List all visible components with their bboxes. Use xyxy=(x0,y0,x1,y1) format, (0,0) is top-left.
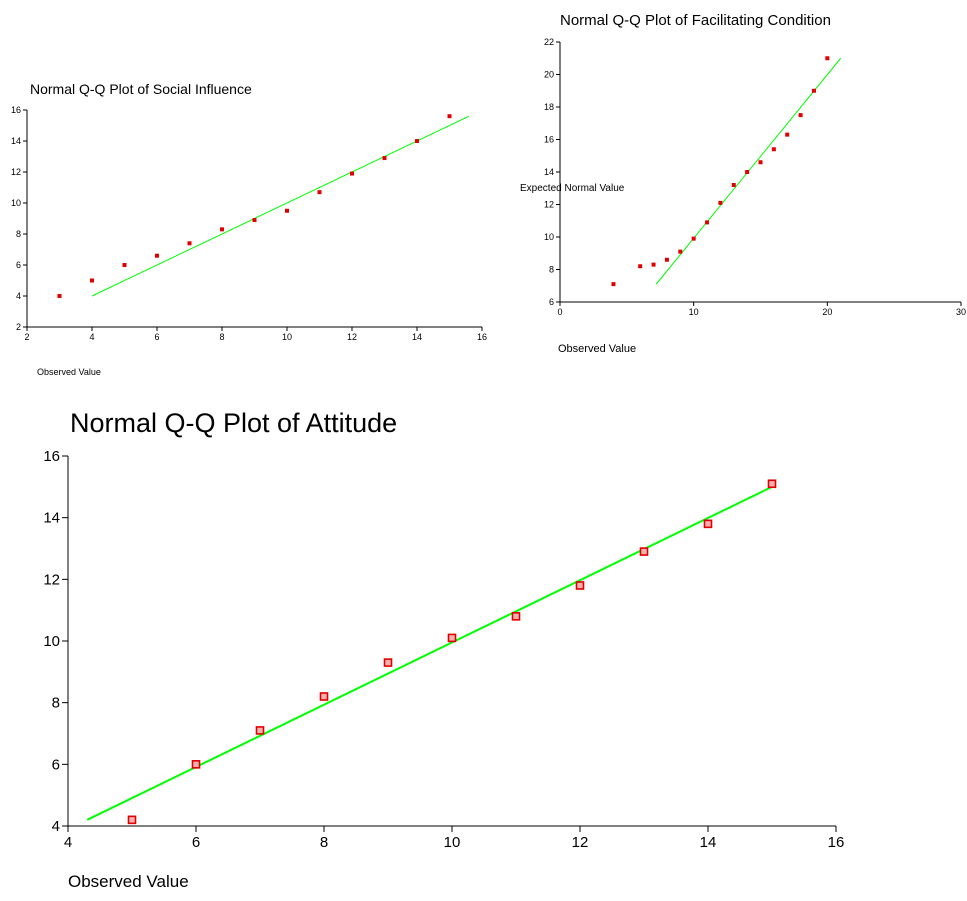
attitude-data-point xyxy=(191,760,201,769)
facilitating-y-tick-label: 14 xyxy=(544,167,554,177)
social-chart-title: Normal Q-Q Plot of Social Influence xyxy=(30,81,252,97)
social-x-axis-label: Observed Value xyxy=(37,367,101,377)
facilitating-y-axis-label: Expected Normal Value xyxy=(520,183,625,194)
attitude-x-tick-label: 8 xyxy=(320,834,328,851)
facilitating-data-point xyxy=(731,183,736,187)
social-data-point xyxy=(187,241,192,246)
attitude-data-point xyxy=(639,547,649,556)
social-data-point xyxy=(57,294,62,298)
attitude-y-tick-label: 12 xyxy=(43,571,60,588)
social-influence-chart: Normal Q-Q Plot of Social Influence Obse… xyxy=(11,81,487,377)
facilitating-data-point xyxy=(705,220,710,225)
attitude-data-point xyxy=(767,479,777,489)
attitude-data-point xyxy=(703,519,713,529)
facilitating-data-point xyxy=(611,282,616,287)
social-data-point xyxy=(122,263,127,267)
social-y-tick-label: 16 xyxy=(11,105,21,115)
attitude-chart-title: Normal Q-Q Plot of Attitude xyxy=(70,408,397,438)
facilitating-data-point xyxy=(718,200,723,205)
attitude-data-point xyxy=(447,633,457,643)
facilitating-y-tick-label: 6 xyxy=(549,297,554,307)
facilitating-data-point xyxy=(798,113,803,118)
facilitating-x-tick-label: 10 xyxy=(689,307,699,317)
facilitating-data-point xyxy=(785,132,790,137)
social-y-tick-label: 14 xyxy=(11,136,21,146)
facilitating-data-point xyxy=(825,56,830,61)
attitude-data-point xyxy=(255,726,265,735)
attitude-data-point xyxy=(383,658,393,667)
attitude-y-tick-label: 16 xyxy=(43,448,60,465)
attitude-x-tick-label: 4 xyxy=(64,834,72,851)
social-data-point xyxy=(285,208,289,213)
facilitating-data-point xyxy=(758,160,763,165)
attitude-x-tick-label: 12 xyxy=(572,834,589,851)
social-data-point xyxy=(415,139,419,143)
social-data-point xyxy=(350,171,354,176)
facilitating-y-tick-label: 18 xyxy=(544,102,554,112)
attitude-chart: Normal Q-Q Plot of Attitude Observed Val… xyxy=(43,408,844,891)
attitude-y-tick-label: 10 xyxy=(43,633,60,650)
facilitating-y-tick-label: 12 xyxy=(544,200,554,210)
facilitating-data-point xyxy=(638,264,643,269)
social-x-tick-label: 6 xyxy=(154,332,159,342)
social-y-tick-label: 10 xyxy=(11,198,21,208)
attitude-plot-area: 4 6 8 10 12 14 16 4 6 8 10 12 14 16 xyxy=(43,448,844,851)
attitude-x-tick-label: 10 xyxy=(444,834,461,851)
facilitating-x-tick-label: 30 xyxy=(956,307,966,317)
social-plot-area: 2 4 6 8 10 12 14 16 2 4 6 8 10 12 14 16 xyxy=(11,105,487,342)
social-data-point xyxy=(382,156,387,161)
facilitating-data-point xyxy=(651,262,656,267)
social-y-tick-label: 8 xyxy=(16,229,21,239)
attitude-y-tick-label: 6 xyxy=(52,756,60,773)
facilitating-y-tick-label: 16 xyxy=(544,135,554,145)
social-x-tick-label: 16 xyxy=(477,332,487,342)
attitude-y-tick-label: 4 xyxy=(52,818,60,835)
social-x-tick-label: 10 xyxy=(282,332,292,342)
facilitating-x-axis-label: Observed Value xyxy=(558,343,636,355)
social-data-point xyxy=(252,218,257,223)
social-y-tick-label: 6 xyxy=(16,260,21,270)
social-y-tick-label: 2 xyxy=(16,322,21,332)
facilitating-data-point xyxy=(771,147,776,152)
attitude-reference-line xyxy=(86,485,773,821)
social-data-point xyxy=(155,253,159,258)
facilitating-plot-area: 0 10 20 30 6 8 10 12 14 16 18 20 22 xyxy=(544,37,966,317)
social-x-tick-label: 14 xyxy=(412,332,422,342)
attitude-data-point xyxy=(575,581,585,590)
facilitating-data-point xyxy=(745,170,750,174)
facilitating-y-tick-label: 10 xyxy=(544,232,554,242)
social-x-tick-label: 12 xyxy=(347,332,357,342)
facilitating-data-point xyxy=(664,257,669,262)
facilitating-y-tick-label: 22 xyxy=(544,37,554,47)
attitude-y-tick-label: 8 xyxy=(52,695,60,712)
social-data-point xyxy=(317,190,322,195)
social-data-point xyxy=(220,227,224,232)
social-x-tick-label: 8 xyxy=(219,332,224,342)
attitude-x-tick-label: 16 xyxy=(828,834,845,851)
facilitating-data-point xyxy=(691,236,696,241)
attitude-x-axis-label: Observed Value xyxy=(68,872,189,891)
attitude-data-point xyxy=(319,692,329,701)
facilitating-data-point xyxy=(811,88,816,93)
attitude-x-tick-label: 14 xyxy=(700,834,717,851)
facilitating-y-tick-label: 20 xyxy=(544,70,554,80)
social-x-tick-label: 2 xyxy=(24,332,29,342)
social-x-tick-label: 4 xyxy=(89,332,94,342)
facilitating-data-point xyxy=(678,249,683,254)
attitude-x-tick-label: 6 xyxy=(192,834,200,851)
facilitating-x-tick-label: 0 xyxy=(557,307,562,317)
attitude-y-tick-label: 14 xyxy=(43,510,60,527)
social-data-point xyxy=(90,278,94,283)
social-reference-line xyxy=(91,115,470,297)
facilitating-y-tick-label: 8 xyxy=(549,265,554,275)
social-y-tick-label: 12 xyxy=(11,167,21,177)
facilitating-chart-title: Normal Q-Q Plot of Facilitating Conditio… xyxy=(560,12,831,29)
attitude-data-point xyxy=(127,815,137,825)
attitude-data-point xyxy=(511,612,521,621)
social-data-point xyxy=(447,114,452,119)
facilitating-x-tick-label: 20 xyxy=(822,307,832,317)
facilitating-condition-chart: Normal Q-Q Plot of Facilitating Conditio… xyxy=(520,12,966,355)
social-y-tick-label: 4 xyxy=(16,291,21,301)
